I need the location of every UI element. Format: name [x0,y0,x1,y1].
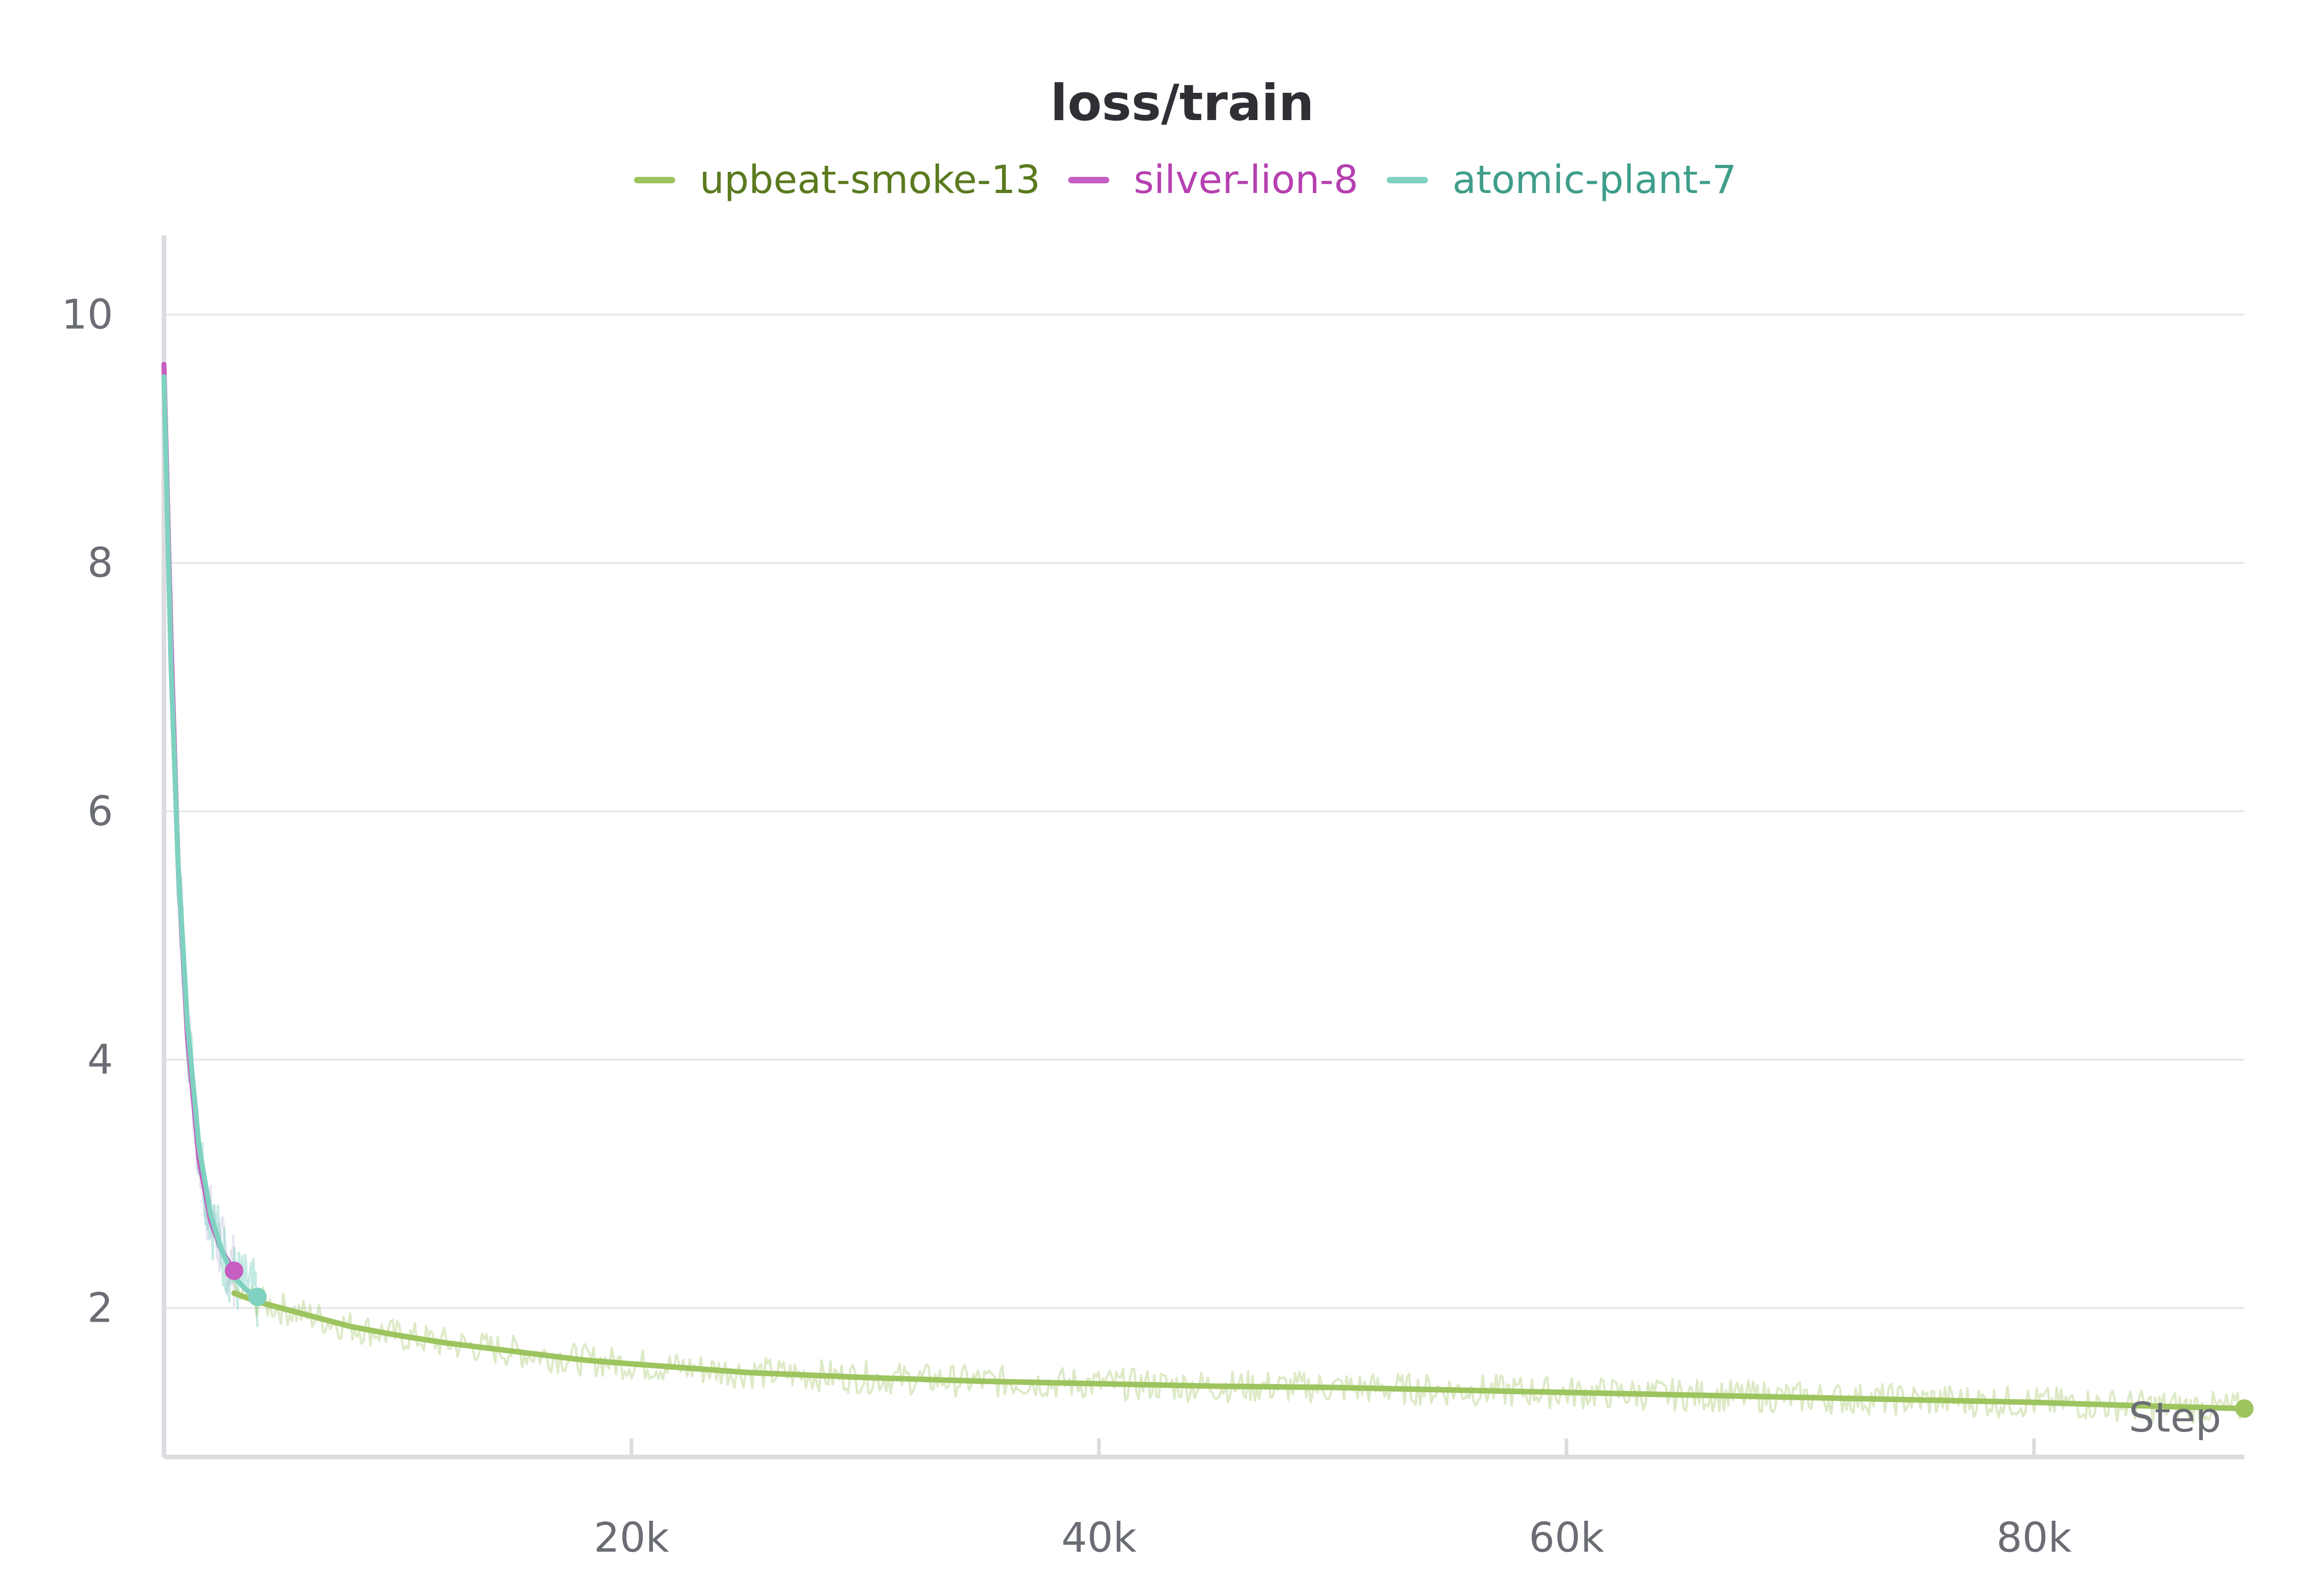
legend-entry[interactable]: silver-lion-8 [1068,157,1358,202]
x-tick-label: 80k [1996,1514,2072,1561]
series-line [161,374,260,1300]
legend-label: atomic-plant-7 [1452,157,1737,202]
series-line [231,1290,2247,1412]
x-tick-label: 20k [594,1514,669,1561]
legend-entry[interactable]: atomic-plant-7 [1387,157,1737,202]
legend-label: upbeat-smoke-13 [700,157,1040,202]
legend-label: silver-lion-8 [1134,157,1358,202]
x-tick-label: 60k [1529,1514,1604,1561]
y-tick-label: 10 [61,290,113,338]
series-end-marker [2235,1399,2254,1418]
chart-legend: upbeat-smoke-13 silver-lion-8 atomic-plant… [634,157,1737,202]
chart-title: loss/train [1051,74,1314,132]
y-tick-label: 8 [87,539,113,586]
series-lines [161,362,2247,1412]
legend-entry[interactable]: upbeat-smoke-13 [634,157,1040,202]
series-end-marker [224,1261,243,1280]
x-tick-label: 40k [1061,1514,1136,1561]
series-end-markers [224,1261,2254,1418]
y-tick-label: 6 [87,787,113,835]
grid-lines: 2 4 6 8 10 [61,290,2244,1331]
x-axis-label: Step [2129,1394,2221,1441]
series-end-marker [248,1288,267,1306]
y-tick-label: 4 [87,1036,113,1083]
series-noise-bands [163,365,2246,1424]
y-tick-label: 2 [87,1284,113,1331]
axes: 20k 40k 60k 80k [162,236,2244,1561]
